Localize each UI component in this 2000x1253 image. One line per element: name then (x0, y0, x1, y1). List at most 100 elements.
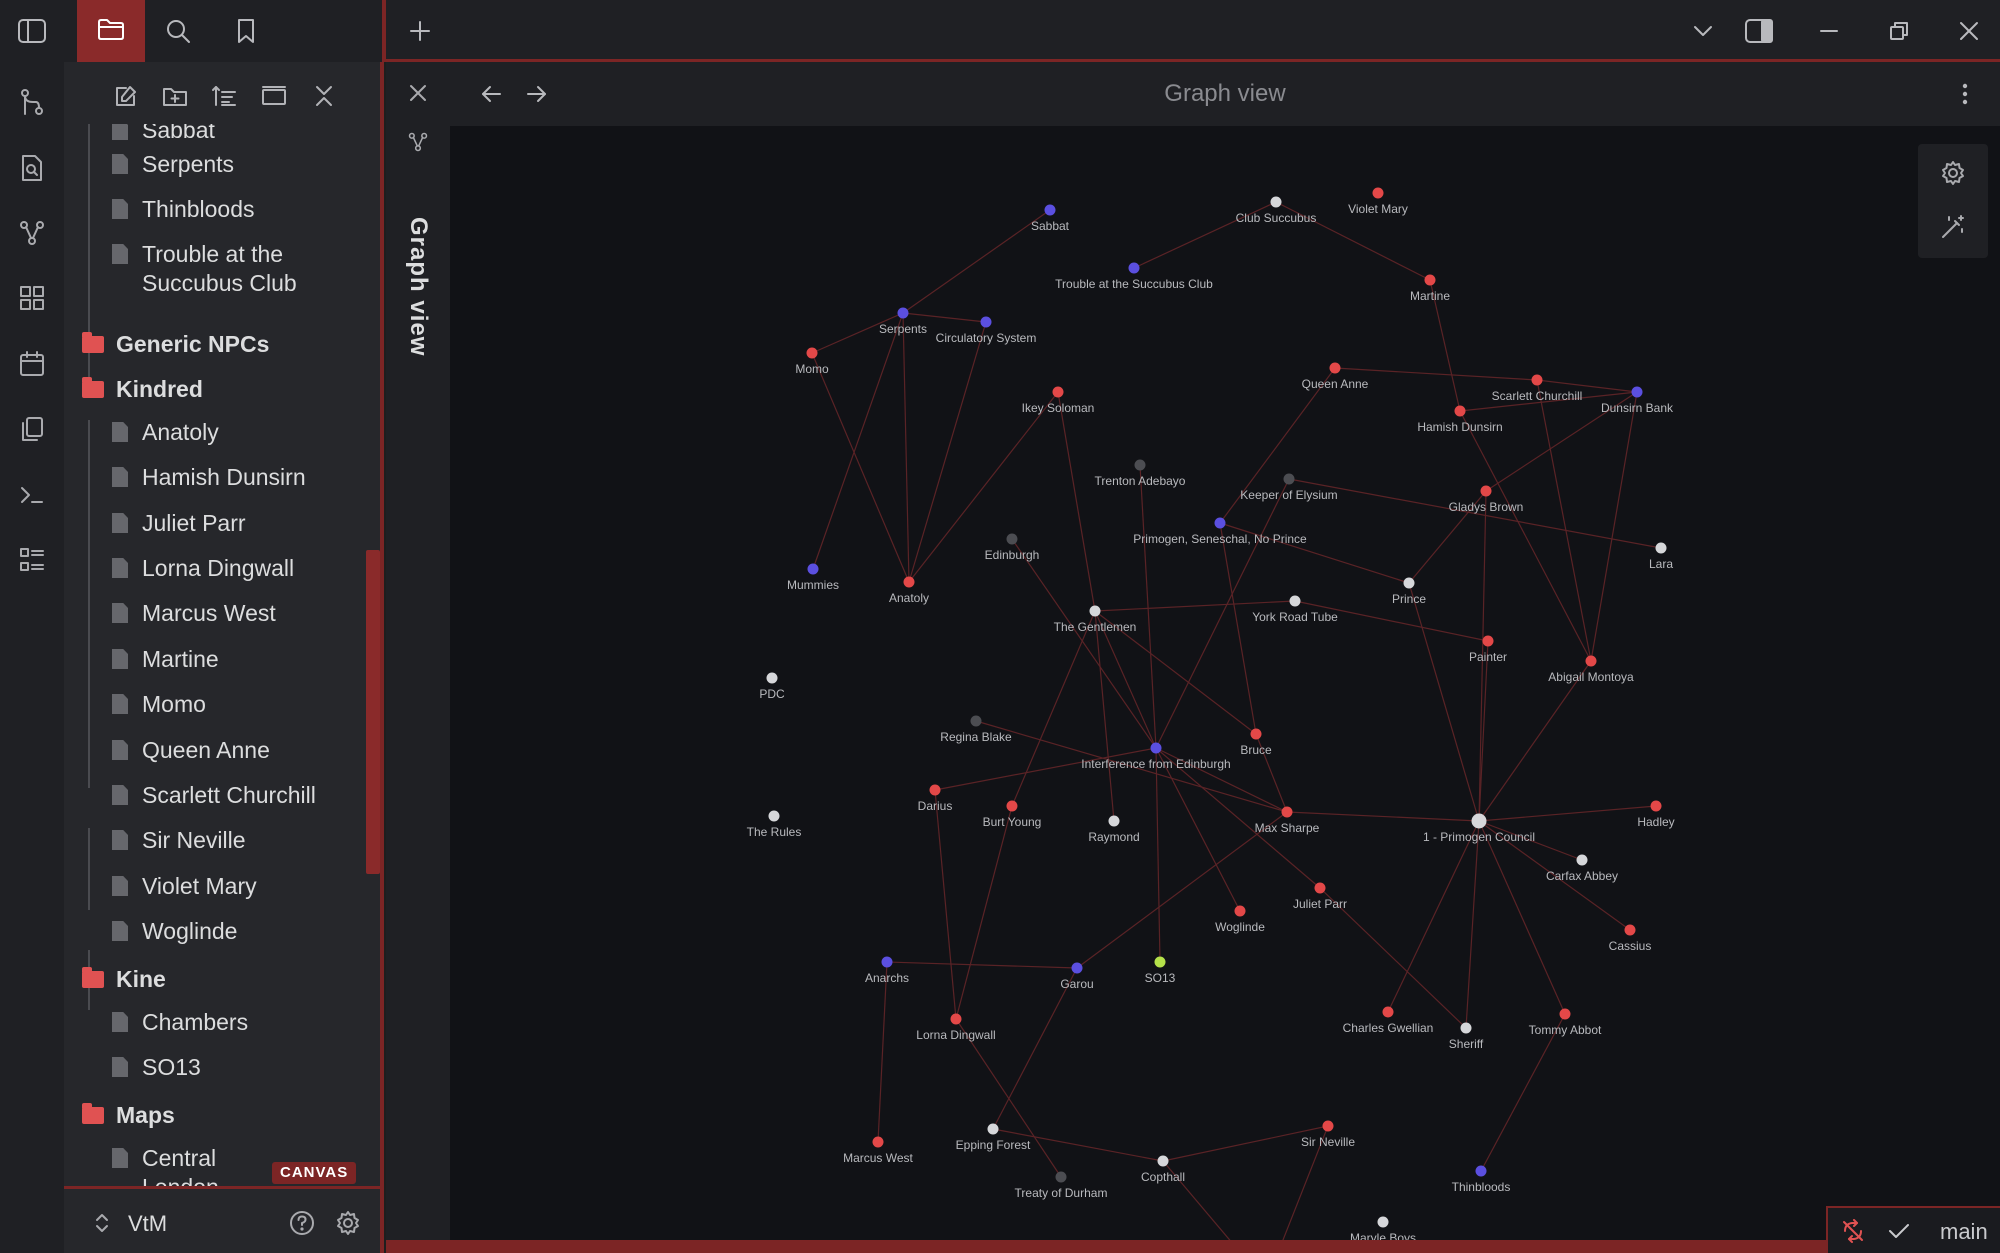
graph-node[interactable]: The Rules (747, 810, 802, 840)
graph-node[interactable]: Sabbat (1031, 204, 1070, 234)
bookmark-icon[interactable] (230, 15, 262, 47)
file-item[interactable]: Sir Neville (112, 826, 352, 855)
graph-node[interactable]: Copthall (1141, 1155, 1185, 1185)
graph-canvas[interactable]: Sabbat Club Succubus Violet Mary Trouble at… (450, 126, 2000, 1253)
graph-node-dot[interactable] (1134, 459, 1146, 471)
file-search-icon[interactable] (16, 152, 48, 184)
graph-node-dot[interactable] (1377, 1216, 1389, 1228)
graph-node[interactable]: Violet Mary (1348, 187, 1408, 217)
graph-node-dot[interactable] (1234, 905, 1246, 917)
graph-node[interactable]: Max Sharpe (1255, 806, 1320, 836)
graph-node[interactable]: Juliet Parr (1293, 882, 1347, 912)
folder-item[interactable]: Kine (82, 959, 166, 999)
graph-node-dot[interactable] (1624, 924, 1636, 936)
graph-node-dot[interactable] (1576, 854, 1588, 866)
list-icon[interactable] (16, 544, 48, 576)
collapse-view-icon[interactable] (260, 82, 288, 110)
graph-node-dot[interactable] (1270, 196, 1282, 208)
graph-node[interactable]: Dunsirn Bank (1601, 386, 1674, 416)
file-item[interactable]: Lorna Dingwall (112, 554, 352, 583)
file-item[interactable]: Sabbat (112, 124, 352, 145)
graph-node[interactable]: Woglinde (1215, 905, 1265, 935)
file-item[interactable]: Violet Mary (112, 872, 352, 901)
file-item[interactable]: Serpents (112, 150, 352, 179)
graph-node[interactable]: Queen Anne (1302, 362, 1369, 392)
graph-node-dot[interactable] (950, 1013, 962, 1025)
graph-node-dot[interactable] (970, 715, 982, 727)
graph-node-dot[interactable] (1372, 187, 1384, 199)
graph-node[interactable]: Regina Blake (940, 715, 1012, 745)
graph-node[interactable]: Momo (795, 347, 829, 377)
graph-node-dot[interactable] (1044, 204, 1056, 216)
graph-node-dot[interactable] (1531, 374, 1543, 386)
graph-node[interactable]: Carfax Abbey (1546, 854, 1618, 884)
graph-node[interactable]: Martine (1410, 274, 1450, 304)
graph-node[interactable]: 1 - Primogen Council (1423, 813, 1535, 845)
graph-node-dot[interactable] (1631, 386, 1643, 398)
graph-node[interactable]: Marcus West (843, 1136, 914, 1166)
file-item[interactable]: Hamish Dunsirn (112, 463, 352, 492)
close-window-icon[interactable] (1954, 15, 1984, 47)
forward-arrow-icon[interactable] (522, 79, 552, 109)
graph-node-dot[interactable] (1055, 1171, 1067, 1183)
git-branch-name[interactable]: main (1940, 1219, 1988, 1244)
graph-node-dot[interactable] (1585, 655, 1597, 667)
graph-node[interactable]: Abigail Montoya (1548, 655, 1634, 685)
folder-item[interactable]: Kindred (82, 369, 203, 409)
graph-node[interactable]: Mummies (787, 563, 839, 593)
restore-icon[interactable] (1884, 15, 1914, 47)
graph-node[interactable]: Epping Forest (956, 1123, 1031, 1153)
graph-node-dot[interactable] (1454, 405, 1466, 417)
graph-node-dot[interactable] (1322, 1120, 1334, 1132)
close-icon[interactable] (403, 78, 433, 108)
graph-node-dot[interactable] (903, 576, 915, 588)
graph-node-dot[interactable] (980, 316, 992, 328)
graph-node[interactable]: Keeper of Elysium (1240, 473, 1338, 503)
graph-node[interactable]: Circulatory System (936, 316, 1037, 346)
minimize-icon[interactable] (1814, 15, 1844, 47)
graph-node-dot[interactable] (1150, 742, 1162, 754)
graph-node-dot[interactable] (1006, 533, 1018, 545)
file-item[interactable]: Juliet Parr (112, 509, 352, 538)
graph-node-dot[interactable] (1480, 485, 1492, 497)
graph-node-dot[interactable] (807, 563, 819, 575)
graph-node[interactable]: Tommy Abbot (1529, 1008, 1602, 1038)
file-item[interactable]: SO13 (112, 1053, 352, 1082)
graph-node[interactable]: Edinburgh (985, 533, 1040, 563)
folder-item[interactable]: Generic NPCs (82, 324, 269, 364)
back-arrow-icon[interactable] (476, 79, 506, 109)
graph-node-dot[interactable] (1559, 1008, 1571, 1020)
search-icon[interactable] (162, 15, 194, 47)
graph-node[interactable]: Prince (1392, 577, 1426, 607)
vault-name[interactable]: VtM (128, 1211, 168, 1236)
graph-node[interactable]: Raymond (1088, 815, 1140, 845)
graph-node-dot[interactable] (929, 784, 941, 796)
graph-node[interactable]: Charles Gwellian (1343, 1006, 1434, 1036)
graph-node[interactable]: Thinbloods (1452, 1165, 1511, 1195)
settings-icon[interactable] (334, 1209, 362, 1237)
graph-node-dot[interactable] (872, 1136, 884, 1148)
graph-svg[interactable]: Sabbat Club Succubus Violet Mary Trouble at… (450, 126, 2000, 1253)
sort-icon[interactable] (210, 82, 238, 110)
graph-node[interactable]: Anarchs (865, 956, 909, 986)
graph-node[interactable]: Ikey Soloman (1022, 386, 1095, 416)
graph-node-dot[interactable] (881, 956, 893, 968)
graph-node[interactable]: Trenton Adebayo (1095, 459, 1186, 489)
graph-node-dot[interactable] (1089, 605, 1101, 617)
file-item[interactable]: Queen Anne (112, 736, 352, 765)
graph-node[interactable]: SO13 (1145, 956, 1176, 986)
graph-node-dot[interactable] (1283, 473, 1295, 485)
more-options-icon[interactable] (1950, 79, 1980, 109)
graph-node-dot[interactable] (1382, 1006, 1394, 1018)
graph-node-dot[interactable] (768, 810, 780, 822)
graph-node[interactable]: Serpents (879, 307, 927, 337)
graph-node[interactable]: Hamish Dunsirn (1417, 405, 1503, 435)
graph-node[interactable]: Treaty of Durham (1015, 1171, 1108, 1201)
graph-node[interactable]: Anatoly (889, 576, 929, 606)
graph-node-dot[interactable] (1475, 1165, 1487, 1177)
new-note-icon[interactable] (112, 82, 140, 110)
graph-node-dot[interactable] (1128, 262, 1140, 274)
graph-node[interactable]: Lorna Dingwall (916, 1013, 996, 1043)
graph-node-dot[interactable] (806, 347, 818, 359)
graph-node-dot[interactable] (1314, 882, 1326, 894)
